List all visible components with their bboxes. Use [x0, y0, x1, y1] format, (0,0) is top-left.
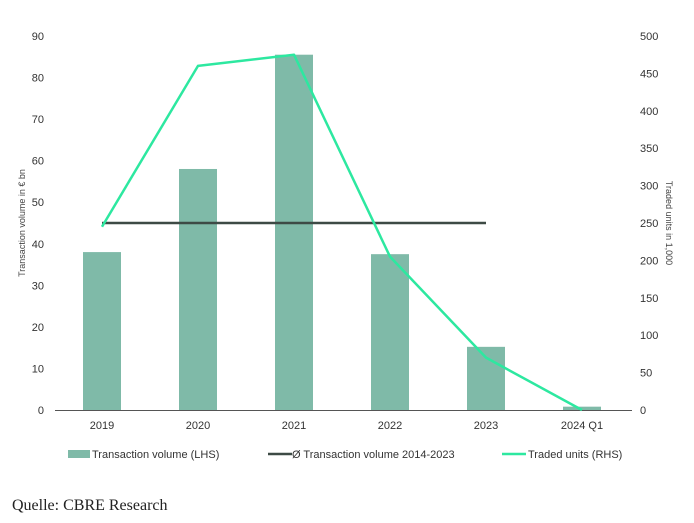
y-tick-label: 70 — [32, 114, 44, 126]
x-axis: 2019 2020 2021 2022 2023 2024 Q1 — [90, 420, 603, 432]
y-tick-label: 90 — [32, 31, 44, 43]
y2-axis-title: Traded units in 1,000 — [664, 181, 674, 265]
bar — [371, 254, 409, 410]
y-tick-label: 20 — [32, 322, 44, 334]
legend-swatch-bar — [68, 450, 90, 458]
legend-label-units: Traded units (RHS) — [528, 449, 622, 461]
right-axis: 0 50 100 150 200 250 300 350 400 450 500 — [640, 31, 658, 417]
y-tick-label: 40 — [32, 239, 44, 251]
traded-units-line — [100, 53, 583, 412]
y2-tick-label: 250 — [640, 218, 658, 230]
y2-tick-label: 450 — [640, 68, 658, 80]
x-tick-label: 2021 — [282, 420, 306, 432]
traded-units-series — [100, 53, 583, 412]
y-tick-label: 30 — [32, 280, 44, 292]
x-tick-label: 2019 — [90, 420, 114, 432]
legend-label-average: Ø Transaction volume 2014-2023 — [292, 449, 455, 461]
y-tick-label: 0 — [38, 405, 44, 417]
y-tick-label: 80 — [32, 73, 44, 85]
y-tick-label: 60 — [32, 156, 44, 168]
y2-tick-label: 200 — [640, 255, 658, 267]
bar — [83, 252, 121, 410]
y2-tick-label: 500 — [640, 31, 658, 43]
x-tick-label: 2023 — [474, 420, 498, 432]
x-tick-label: 2024 Q1 — [561, 420, 603, 432]
left-axis: 0 10 20 30 40 50 60 70 80 90 — [32, 31, 44, 417]
bar-series — [83, 54, 601, 410]
source-note: Quelle: CBRE Research — [12, 497, 168, 514]
legend: Transaction volume (LHS) Ø Transaction v… — [68, 449, 622, 461]
y-tick-label: 10 — [32, 363, 44, 375]
y2-tick-label: 350 — [640, 143, 658, 155]
bar — [275, 54, 313, 410]
y-tick-label: 50 — [32, 197, 44, 209]
y2-tick-label: 0 — [640, 405, 646, 417]
y2-tick-label: 50 — [640, 368, 652, 380]
y2-tick-label: 400 — [640, 106, 658, 118]
bar — [563, 406, 601, 410]
y-axis-title: Transaction volume in € bn — [17, 169, 27, 277]
y2-tick-label: 100 — [640, 330, 658, 342]
y2-tick-label: 150 — [640, 293, 658, 305]
x-tick-label: 2022 — [378, 420, 402, 432]
chart: 0 10 20 30 40 50 60 70 80 90 0 50 100 150 200 250 300 35… — [17, 31, 674, 461]
bar — [179, 168, 217, 410]
x-tick-label: 2020 — [186, 420, 210, 432]
legend-label-bar: Transaction volume (LHS) — [92, 449, 219, 461]
y2-tick-label: 300 — [640, 181, 658, 193]
